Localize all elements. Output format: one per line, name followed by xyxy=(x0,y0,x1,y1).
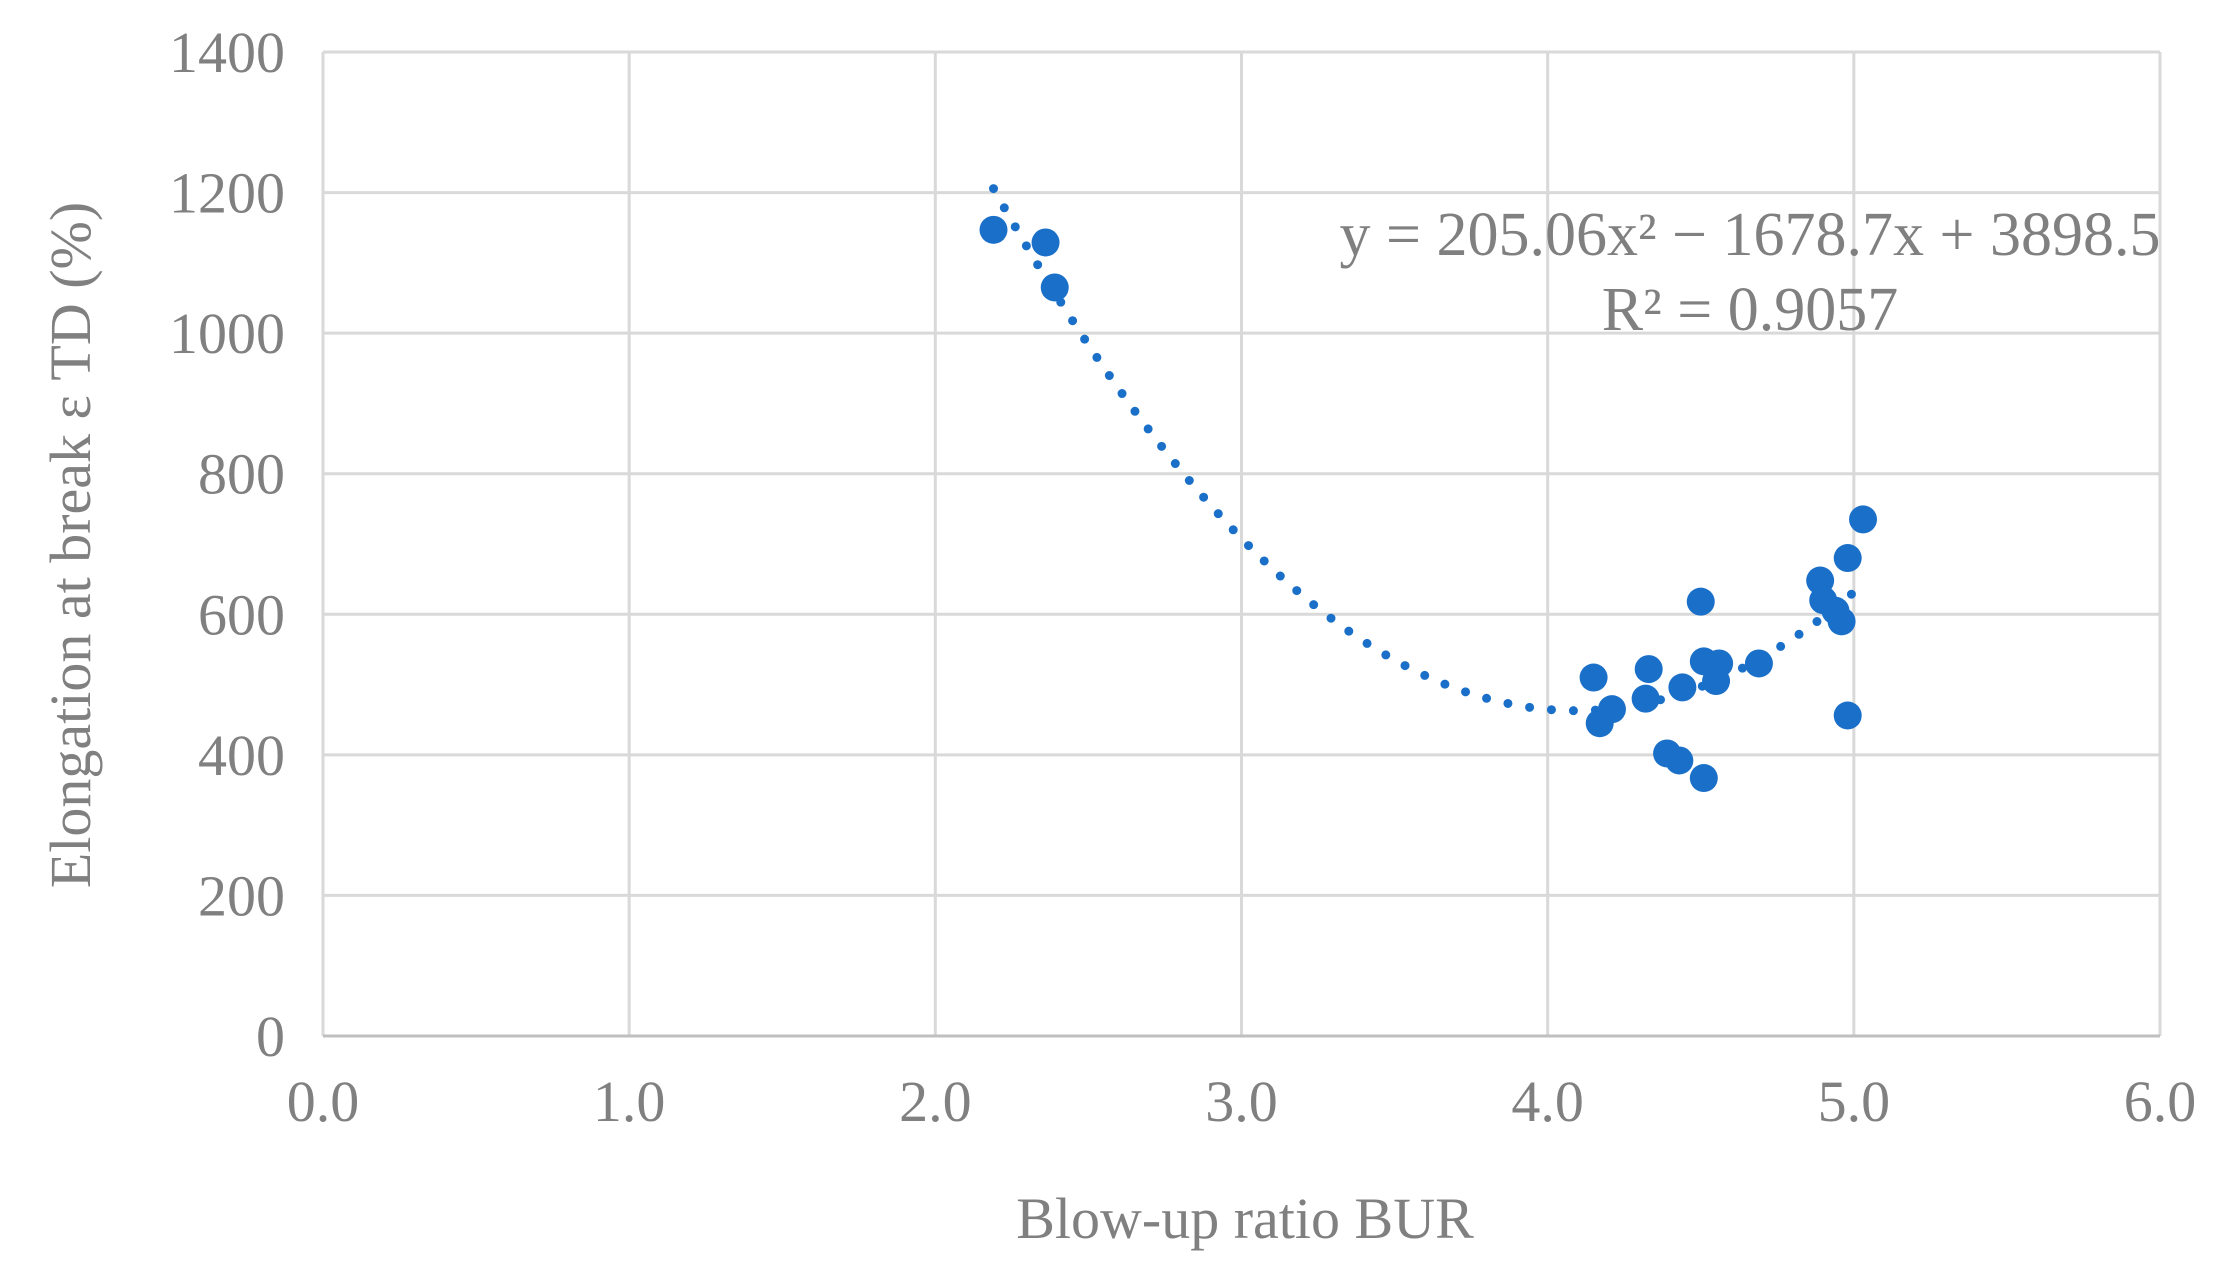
data-point xyxy=(1668,673,1697,702)
data-point xyxy=(1665,746,1694,775)
data-point xyxy=(1040,273,1069,302)
labels: y = 205.06x² − 1678.7x + 3898.5 R² = 0.9… xyxy=(38,201,2161,1251)
x-tick-label: 5.0 xyxy=(1818,1069,1891,1134)
y-tick-label: 0 xyxy=(256,1004,285,1069)
y-tick-label: 200 xyxy=(198,863,285,928)
data-points xyxy=(979,215,1878,793)
x-tick-label: 6.0 xyxy=(2124,1069,2197,1134)
data-point xyxy=(1827,607,1856,636)
data-point xyxy=(1634,655,1663,684)
x-tick-label: 1.0 xyxy=(593,1069,666,1134)
data-point xyxy=(1833,544,1862,573)
r-squared-label: R² = 0.9057 xyxy=(1602,276,1898,344)
y-tick-label: 1000 xyxy=(169,301,285,366)
data-point xyxy=(979,215,1008,244)
y-tick-label: 1200 xyxy=(169,161,285,226)
data-point xyxy=(1744,649,1773,678)
x-tick-label: 3.0 xyxy=(1205,1069,1278,1134)
x-tick-label: 2.0 xyxy=(899,1069,972,1134)
data-point xyxy=(1849,505,1878,534)
trendline-path xyxy=(989,184,1868,716)
data-point xyxy=(1597,695,1626,724)
trendline xyxy=(989,184,1868,716)
y-axis-title: Elongation at break ε TD (%) xyxy=(38,202,103,888)
data-point xyxy=(1579,663,1608,692)
data-point xyxy=(1031,228,1060,257)
y-tick-label: 1400 xyxy=(169,20,285,85)
x-axis-title: Blow-up ratio BUR xyxy=(1016,1186,1474,1251)
grid xyxy=(321,50,2162,1038)
data-point xyxy=(1631,684,1660,713)
trendline-equation: y = 205.06x² − 1678.7x + 3898.5 xyxy=(1340,201,2161,269)
y-tick-label: 800 xyxy=(198,442,285,507)
data-point xyxy=(1705,649,1734,678)
x-tick-label: 0.0 xyxy=(287,1069,360,1134)
x-tick-label: 4.0 xyxy=(1511,1069,1584,1134)
axes: 0.0 1.0 2.0 3.0 4.0 5.0 6.0 0 200 400 600 800 1000 12… xyxy=(169,20,2196,1134)
y-tick-label: 400 xyxy=(198,723,285,788)
data-point xyxy=(1833,701,1862,730)
data-point xyxy=(1689,764,1718,793)
y-tick-label: 600 xyxy=(198,582,285,647)
data-point xyxy=(1686,587,1715,616)
